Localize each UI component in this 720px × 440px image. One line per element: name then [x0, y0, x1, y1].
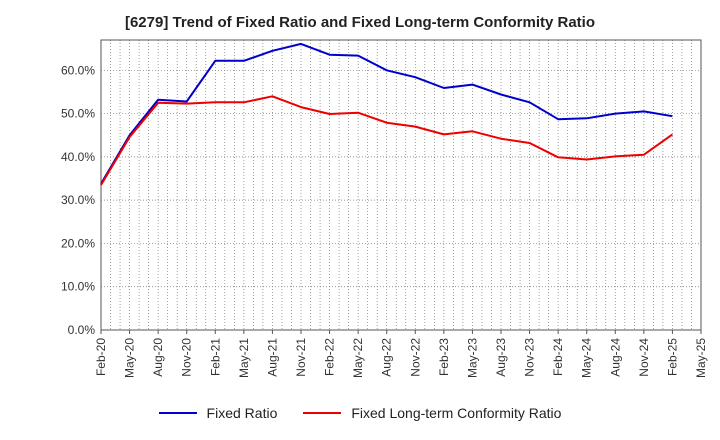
legend-label-conformity-ratio: Fixed Long-term Conformity Ratio	[351, 405, 562, 421]
x-tick-labels: Feb-20 May-20 Aug-20 Nov-20 Feb-21 May-21 Aug-…	[94, 330, 708, 378]
x-tick-label: Feb-25	[665, 338, 679, 376]
legend-label-fixed-ratio: Fixed Ratio	[206, 405, 278, 421]
y-tick-label: 10.0%	[61, 280, 95, 294]
y-tick-label: 30.0%	[61, 193, 95, 207]
series-lines	[100, 42, 673, 186]
x-tick-label: Nov-22	[408, 338, 422, 377]
x-tick-label: Feb-22	[323, 338, 337, 376]
y-tick-label: 0.0%	[68, 323, 96, 337]
series-line-fixed-long-term-conformity-ratio	[100, 95, 673, 186]
legend-swatch-conformity-ratio	[303, 412, 342, 414]
y-tick-label: 40.0%	[61, 150, 95, 164]
x-tick-label: May-20	[123, 338, 137, 378]
legend: Fixed Ratio Fixed Long-term Conformity R…	[0, 405, 720, 421]
x-tick-label: Feb-21	[208, 338, 222, 376]
plot-area	[101, 40, 701, 330]
x-tick-label: Aug-21	[265, 338, 279, 377]
x-tick-label: Nov-20	[180, 338, 194, 377]
x-tick-label: Aug-20	[151, 338, 165, 377]
x-tick-label: Nov-24	[637, 338, 651, 377]
x-tick-label: Aug-24	[608, 338, 622, 377]
y-tick-label: 20.0%	[61, 236, 95, 250]
x-tick-label: May-24	[580, 338, 594, 378]
legend-item-fixed-ratio: Fixed Ratio	[158, 405, 278, 421]
x-tick-label: Aug-22	[380, 338, 394, 377]
series-line-fixed-ratio	[100, 42, 673, 185]
y-tick-labels: 0.0% 10.0% 20.0% 30.0% 40.0% 50.0% 60.0%	[61, 63, 95, 337]
y-tick-label: 50.0%	[61, 107, 95, 121]
x-tick-label: Feb-24	[551, 338, 565, 376]
line-chart: 0.0% 10.0% 20.0% 30.0% 40.0% 50.0% 60.0% Feb-2…	[61, 39, 708, 378]
x-tick-label: Nov-21	[294, 338, 308, 377]
x-tick-label: Aug-23	[494, 338, 508, 377]
chart-title: [6279] Trend of Fixed Ratio and Fixed Lo…	[124, 14, 596, 31]
x-tick-label: Nov-23	[523, 338, 537, 377]
y-tick-label: 60.0%	[61, 63, 95, 77]
x-tick-label: May-23	[465, 338, 479, 378]
x-tick-label: Feb-23	[437, 338, 451, 376]
legend-swatch-fixed-ratio	[158, 412, 197, 414]
legend-item-conformity-ratio: Fixed Long-term Conformity Ratio	[303, 405, 561, 421]
vertical-gridlines	[110, 40, 692, 330]
x-tick-label: May-25	[694, 338, 708, 378]
horizontal-gridlines	[101, 69, 701, 288]
x-tick-label: May-21	[237, 338, 251, 378]
x-tick-label: Feb-20	[94, 338, 108, 376]
x-tick-label: May-22	[351, 338, 365, 378]
